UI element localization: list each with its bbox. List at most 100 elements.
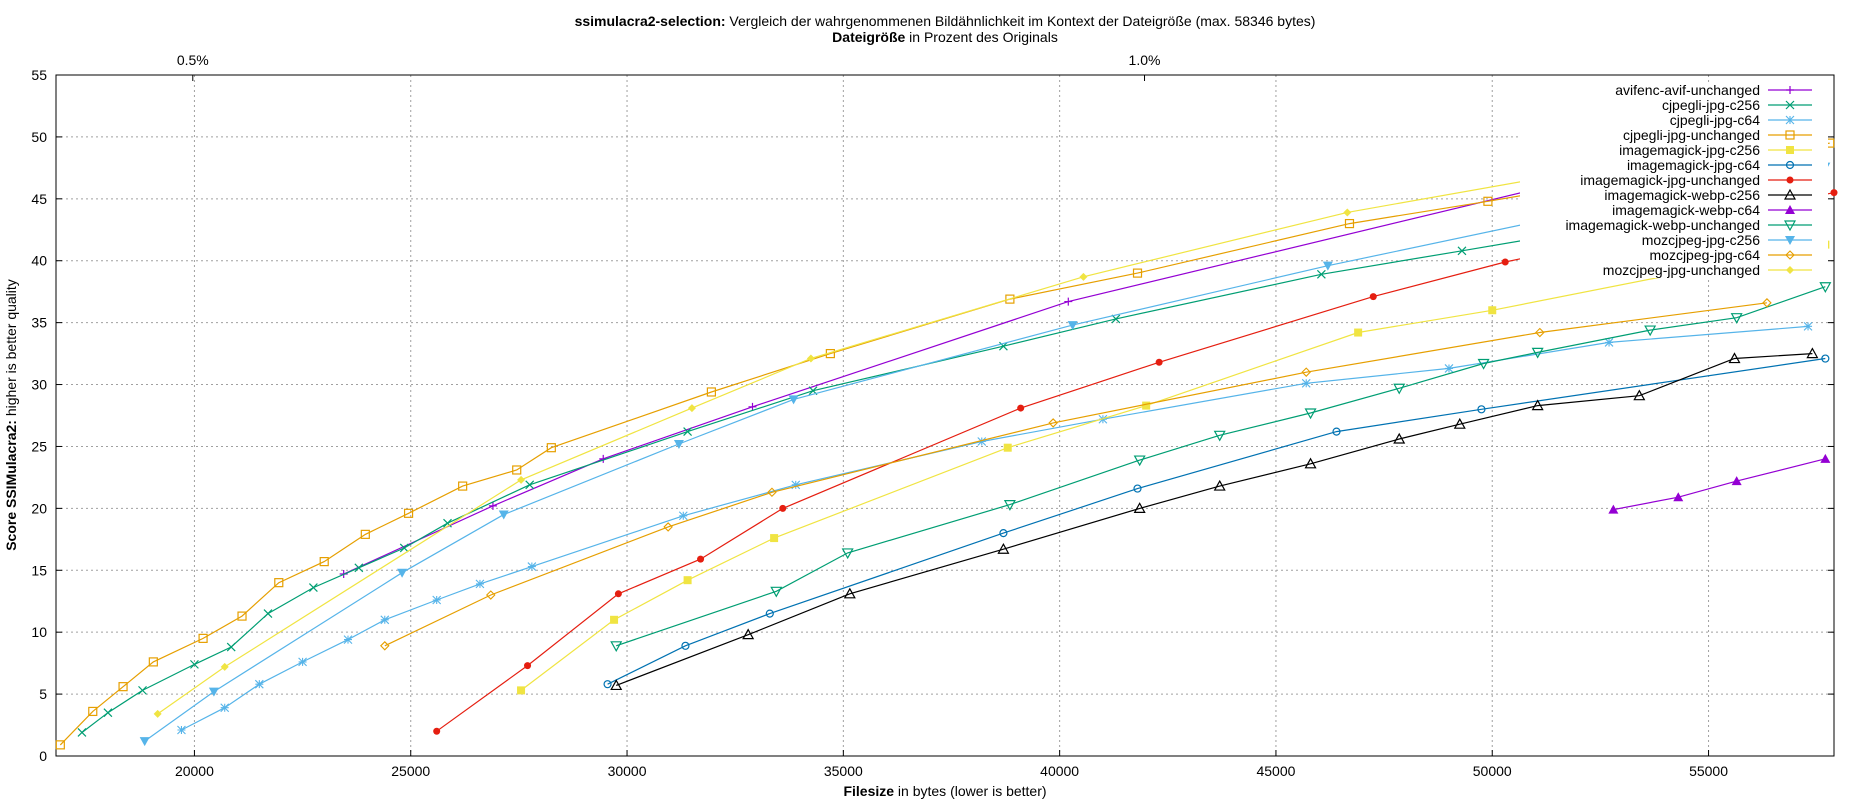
data-point-mozcjpeg-jpg-c64 xyxy=(767,487,777,498)
data-point-cjpegli-jpg-c64 xyxy=(527,562,537,571)
legend-label-cjpegli-jpg-c256: cjpegli-jpg-c256 xyxy=(1662,97,1760,113)
data-point-cjpegli-jpg-unchanged xyxy=(546,443,556,453)
data-point-imagemagick-webp-c256 xyxy=(610,679,623,691)
data-point-cjpegli-jpg-c256 xyxy=(263,609,273,619)
data-point-imagemagick-webp-c256 xyxy=(1304,457,1317,469)
x-tick-label: 35000 xyxy=(824,763,863,779)
data-point-cjpegli-jpg-unchanged xyxy=(198,633,208,643)
legend-marker-cjpegli-jpg-unchanged xyxy=(1785,130,1795,140)
series-mozcjpeg-jpg-c256 xyxy=(139,162,1831,747)
data-point-imagemagick-webp-c256 xyxy=(742,628,755,640)
y-tick-label: 30 xyxy=(31,377,47,393)
data-point-imagemagick-webp-unchanged xyxy=(1819,282,1832,293)
data-point-cjpegli-jpg-c256 xyxy=(399,543,409,553)
data-point-cjpegli-jpg-c64 xyxy=(1444,364,1454,373)
data-point-cjpegli-jpg-unchanged xyxy=(118,682,128,692)
data-point-imagemagick-jpg-unchanged xyxy=(614,590,622,598)
data-point-imagemagick-webp-unchanged xyxy=(1531,347,1544,359)
chart-title-bold: ssimulacra2-selection: xyxy=(575,13,726,29)
data-point-mozcjpeg-jpg-c256 xyxy=(788,395,799,405)
data-point-cjpegli-jpg-c64 xyxy=(678,511,688,521)
y-tick-label: 40 xyxy=(31,253,47,269)
legend-marker-imagemagick-webp-unchanged xyxy=(1783,220,1797,232)
chart-subtitle: Dateigröße in Prozent des Originals xyxy=(832,29,1058,45)
data-point-imagemagick-webp-c64 xyxy=(1673,492,1684,502)
data-point-cjpegli-jpg-c256 xyxy=(77,728,87,737)
data-point-cjpegli-jpg-c256 xyxy=(1316,269,1326,279)
data-point-imagemagick-jpg-c256 xyxy=(770,534,779,543)
y-tick-label: 55 xyxy=(31,67,47,83)
y-tick-label: 35 xyxy=(31,315,47,331)
series-line-cjpegli-jpg-unchanged xyxy=(59,142,1830,746)
data-point-cjpegli-jpg-c64 xyxy=(254,679,264,689)
data-point-mozcjpeg-jpg-c64 xyxy=(663,522,673,532)
series-imagemagick-jpg-c256 xyxy=(517,240,1830,695)
data-point-cjpegli-jpg-c256 xyxy=(226,642,236,652)
data-point-imagemagick-webp-c256 xyxy=(1453,417,1466,429)
data-point-cjpegli-jpg-unchanged xyxy=(148,657,158,667)
x-tick-label: 20000 xyxy=(175,763,214,779)
legend-marker-imagemagick-jpg-c64 xyxy=(1785,160,1795,170)
data-point-imagemagick-jpg-unchanged xyxy=(1830,189,1838,197)
data-point-mozcjpeg-jpg-c256 xyxy=(498,510,509,520)
data-point-imagemagick-webp-c256 xyxy=(1213,479,1226,491)
y-tick-label: 25 xyxy=(31,438,47,454)
data-point-imagemagick-jpg-c64 xyxy=(603,680,612,689)
x2-tick-label: 0.5% xyxy=(177,52,209,68)
y-axis-label-rest: higher is better quality xyxy=(3,279,19,420)
x-tick-label: 50000 xyxy=(1473,763,1512,779)
data-point-mozcjpeg-jpg-c64 xyxy=(485,590,496,600)
legend-label-avifenc-avif-unchanged: avifenc-avif-unchanged xyxy=(1615,82,1760,98)
legend-label-mozcjpeg-jpg-c256: mozcjpeg-jpg-c256 xyxy=(1642,232,1760,248)
data-point-cjpegli-jpg-c256 xyxy=(190,659,199,669)
x-axis-label-rest: in bytes (lower is better) xyxy=(894,783,1047,799)
y-axis-label: Score SSIMulacra2: higher is better qual… xyxy=(3,279,19,551)
data-point-imagemagick-jpg-c256 xyxy=(1003,443,1012,452)
data-point-imagemagick-webp-unchanged xyxy=(1133,455,1146,467)
data-point-cjpegli-jpg-c64 xyxy=(1803,321,1813,331)
data-point-imagemagick-jpg-c256 xyxy=(1354,328,1363,337)
data-point-cjpegli-jpg-c256 xyxy=(138,685,147,695)
data-point-cjpegli-jpg-c64 xyxy=(220,703,230,713)
legend-marker-avifenc-avif-unchanged xyxy=(1786,86,1794,94)
data-point-cjpegli-jpg-unchanged xyxy=(1132,268,1143,278)
data-point-imagemagick-webp-unchanged xyxy=(1213,430,1226,442)
data-point-mozcjpeg-jpg-c64 xyxy=(1048,418,1058,428)
series-imagemagick-webp-c64 xyxy=(1608,453,1831,514)
data-point-mozcjpeg-jpg-c64 xyxy=(1535,327,1545,338)
legend-marker-mozcjpeg-jpg-c256 xyxy=(1785,236,1795,245)
data-point-cjpegli-jpg-unchanged xyxy=(237,611,247,621)
y-tick-label: 0 xyxy=(39,748,47,764)
y-tick-label: 15 xyxy=(31,562,47,578)
data-point-mozcjpeg-jpg-c256 xyxy=(139,737,150,747)
data-point-imagemagick-webp-unchanged xyxy=(770,586,783,598)
legend-marker-cjpegli-jpg-c64 xyxy=(1785,115,1795,125)
data-point-imagemagick-jpg-unchanged xyxy=(433,727,441,735)
data-point-imagemagick-jpg-c64 xyxy=(765,609,774,618)
data-point-cjpegli-jpg-c64 xyxy=(1604,338,1614,347)
series-avifenc-avif-unchanged xyxy=(339,179,1562,578)
data-point-imagemagick-webp-c64 xyxy=(1820,453,1831,463)
x-axis-label: Filesize in bytes (lower is better) xyxy=(843,783,1046,799)
legend-label-mozcjpeg-jpg-unchanged: mozcjpeg-jpg-unchanged xyxy=(1603,262,1760,278)
data-point-imagemagick-webp-c256 xyxy=(1633,389,1646,401)
chart-title: ssimulacra2-selection: Vergleich der wah… xyxy=(575,13,1316,29)
data-point-cjpegli-jpg-c256 xyxy=(525,480,535,490)
data-point-mozcjpeg-jpg-unchanged xyxy=(153,709,162,718)
data-point-imagemagick-webp-unchanged xyxy=(1393,383,1406,395)
data-point-imagemagick-webp-c256 xyxy=(997,542,1010,554)
y-tick-label: 20 xyxy=(31,500,47,516)
data-point-cjpegli-jpg-unchanged xyxy=(360,529,370,539)
y-tick-label: 50 xyxy=(31,129,47,145)
data-point-cjpegli-jpg-unchanged xyxy=(274,578,284,588)
legend-marker-mozcjpeg-jpg-unchanged xyxy=(1786,266,1794,274)
chart-title-rest: Vergleich der wahrgenommenen Bildähnlich… xyxy=(726,13,1316,29)
data-point-imagemagick-jpg-unchanged xyxy=(524,662,532,670)
data-point-cjpegli-jpg-unchanged xyxy=(319,557,329,567)
data-point-cjpegli-jpg-c64 xyxy=(380,615,390,625)
series-line-imagemagick-webp-c64 xyxy=(1613,458,1826,511)
data-point-imagemagick-jpg-c64 xyxy=(1133,484,1142,493)
data-point-imagemagick-jpg-c64 xyxy=(999,529,1008,538)
data-point-mozcjpeg-jpg-c64 xyxy=(380,641,390,651)
data-point-mozcjpeg-jpg-c256 xyxy=(397,568,408,578)
